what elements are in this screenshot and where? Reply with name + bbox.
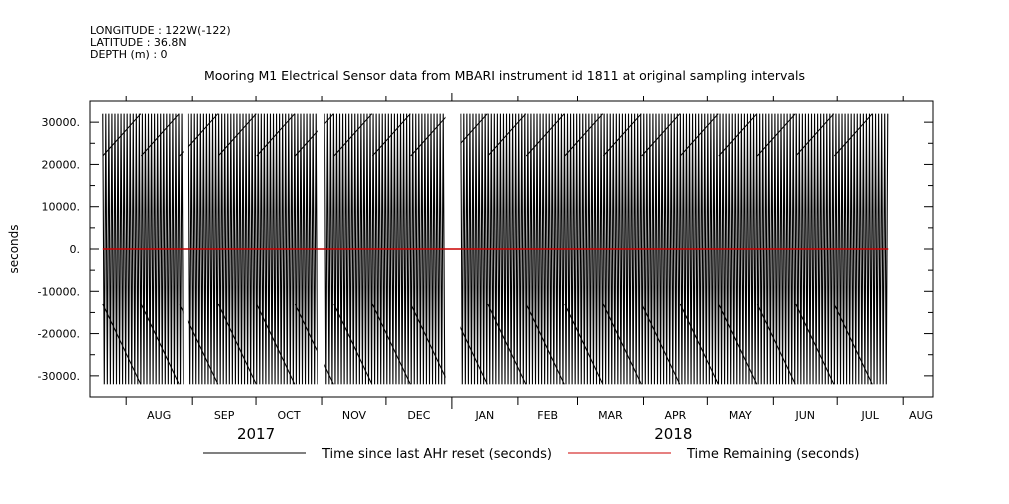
month-label: JAN: [474, 409, 494, 422]
month-label: FEB: [537, 409, 558, 422]
y-tick-label: -20000.: [38, 328, 80, 341]
month-label: AUG: [909, 409, 933, 422]
month-label: OCT: [278, 409, 301, 422]
longitude-label: LONGITUDE : 122W(-122): [90, 24, 231, 37]
series-envelope-hints: [102, 113, 873, 385]
month-label: JUL: [860, 409, 879, 422]
y-tick-label: 0.: [70, 243, 81, 256]
month-label: MAR: [598, 409, 623, 422]
y-tick-label: 30000.: [42, 116, 81, 129]
depth-label: DEPTH (m) : 0: [90, 48, 168, 61]
month-label: AUG: [147, 409, 171, 422]
month-label: NOV: [342, 409, 367, 422]
y-axis-label: seconds: [7, 224, 21, 273]
y-tick-label: -10000.: [38, 285, 80, 298]
year-label-2017: 2017: [237, 425, 275, 443]
legend-label-time-since-reset: Time since last AHr reset (seconds): [321, 447, 552, 462]
legend-label-time-remaining: Time Remaining (seconds): [686, 447, 859, 462]
y-tick-label: -30000.: [38, 370, 80, 383]
month-label: JUN: [795, 409, 816, 422]
y-tick-label: 10000.: [42, 201, 81, 214]
month-label: SEP: [214, 409, 235, 422]
month-label: APR: [665, 409, 687, 422]
year-label-2018: 2018: [654, 425, 692, 443]
month-label: MAY: [729, 409, 752, 422]
chart-title: Mooring M1 Electrical Sensor data from M…: [203, 68, 806, 83]
y-tick-label: 20000.: [42, 158, 81, 171]
latitude-label: LATITUDE : 36.8N: [90, 36, 187, 49]
month-label: DEC: [407, 409, 430, 422]
